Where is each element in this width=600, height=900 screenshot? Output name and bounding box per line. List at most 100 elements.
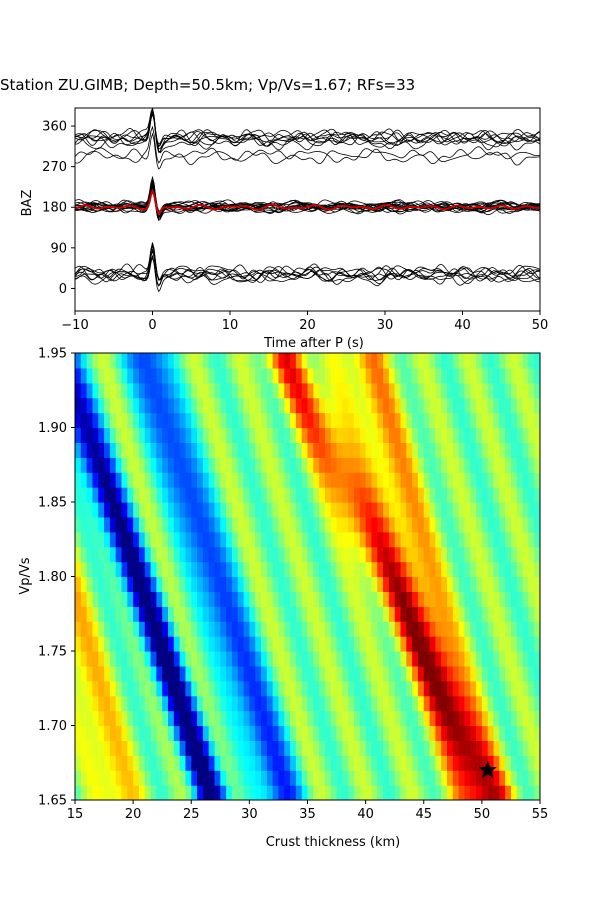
heatmap-cell	[138, 472, 146, 488]
heatmap-cell	[237, 561, 245, 578]
rf-y-tick-label: 270	[42, 160, 67, 175]
heatmap-cell	[202, 621, 210, 637]
heatmap-cell	[528, 755, 535, 771]
heatmap-cell	[127, 665, 134, 682]
heatmap-cell	[80, 606, 88, 622]
heatmap-cell	[197, 382, 204, 399]
heatmap-cell	[522, 531, 529, 548]
heatmap-cell	[412, 397, 419, 414]
heatmap-cell	[522, 412, 529, 429]
heatmap-cell	[447, 442, 454, 458]
rf-x-tick-label: 0	[148, 318, 156, 333]
heatmap-cell	[185, 457, 192, 473]
heatmap-cell	[243, 755, 250, 771]
heatmap-cell	[417, 785, 425, 800]
heatmap-cell	[133, 591, 140, 607]
heatmap-cell	[423, 785, 431, 800]
heatmap-cell	[319, 367, 326, 384]
heatmap-cell	[371, 680, 378, 697]
heatmap-cell	[505, 621, 512, 637]
heatmap-cell	[336, 770, 343, 786]
heatmap-cell	[179, 427, 187, 443]
heatmap-cell	[138, 710, 146, 727]
heatmap-cell	[295, 755, 303, 771]
heatmap-cell	[493, 665, 500, 682]
heatmap-cell	[528, 353, 535, 369]
heatmap-cell	[499, 680, 506, 697]
heatmap-cell	[464, 606, 471, 622]
heatmap-cell	[284, 412, 291, 429]
heatmap-cell	[208, 442, 216, 458]
heatmap-cell	[290, 546, 297, 563]
heatmap-cell	[388, 680, 396, 697]
heatmap-cell	[173, 487, 181, 503]
heatmap-cell	[319, 785, 326, 800]
heatmap-cell	[435, 755, 442, 771]
heatmap-cell	[133, 472, 140, 488]
heatmap-cell	[499, 397, 506, 414]
heatmap-cell	[290, 531, 297, 548]
heatmap-cell	[266, 353, 274, 369]
heatmap-cell	[197, 427, 204, 443]
heatmap-cell	[86, 591, 94, 607]
heatmap-cell	[505, 367, 512, 384]
heatmap-cell	[493, 367, 500, 384]
heatmap-cell	[138, 516, 146, 533]
heatmap-cell	[214, 457, 221, 473]
heatmap-cell	[383, 412, 390, 429]
heatmap-cell	[394, 412, 402, 429]
heatmap-cell	[400, 651, 407, 667]
heatmap-cell	[197, 546, 204, 563]
heatmap-cell	[220, 442, 227, 458]
heatmap-cell	[144, 740, 152, 756]
heatmap-cell	[202, 591, 210, 607]
heatmap-cell	[133, 606, 140, 622]
heatmap-cell	[435, 457, 442, 473]
heatmap-cell	[383, 531, 390, 548]
heatmap-cell	[121, 412, 128, 429]
heatmap-cell	[104, 412, 111, 429]
heatmap-cell	[278, 457, 285, 473]
heatmap-cell	[255, 755, 262, 771]
heatmap-cell	[354, 367, 361, 384]
heatmap-cell	[243, 502, 250, 518]
heatmap-cell	[261, 725, 268, 741]
heatmap-cell	[423, 472, 431, 488]
heatmap-cell	[290, 606, 297, 622]
heatmap-cell	[365, 710, 373, 727]
heatmap-cell	[342, 397, 349, 414]
heatmap-cell	[481, 472, 489, 488]
heatmap-cell	[534, 531, 540, 548]
heatmap-cell	[319, 710, 326, 727]
heatmap-cell	[249, 785, 256, 800]
heatmap-cell	[104, 621, 111, 637]
heatmap-cell	[348, 353, 355, 369]
heatmap-cell	[499, 665, 506, 682]
heatmap-cell	[365, 621, 373, 637]
heatmap-cell	[470, 770, 477, 786]
heatmap-cell	[400, 442, 407, 458]
heatmap-cell	[220, 516, 227, 533]
heatmap-cell	[92, 412, 99, 429]
heatmap-cell	[92, 695, 99, 712]
heatmap-cell	[185, 502, 192, 518]
heatmap-cell	[220, 576, 227, 592]
heatmap-cell	[133, 621, 140, 637]
heatmap-cell	[505, 606, 512, 622]
heatmap-cell	[400, 516, 407, 533]
heatmap-cell	[75, 367, 82, 384]
heatmap-cell	[75, 427, 82, 443]
heatmap-cell	[464, 636, 471, 652]
heatmap-cell	[336, 755, 343, 771]
hk-x-tick-label: 40	[357, 807, 374, 822]
heatmap-cell	[342, 531, 349, 548]
heatmap-cell	[534, 591, 540, 607]
heatmap-cell	[301, 427, 309, 443]
heatmap-cell	[534, 695, 540, 712]
heatmap-cell	[400, 665, 407, 682]
heatmap-cell	[447, 576, 454, 592]
heatmap-cell	[301, 457, 309, 473]
heatmap-cell	[243, 442, 250, 458]
heatmap-cell	[75, 651, 82, 667]
heatmap-cell	[272, 740, 280, 756]
